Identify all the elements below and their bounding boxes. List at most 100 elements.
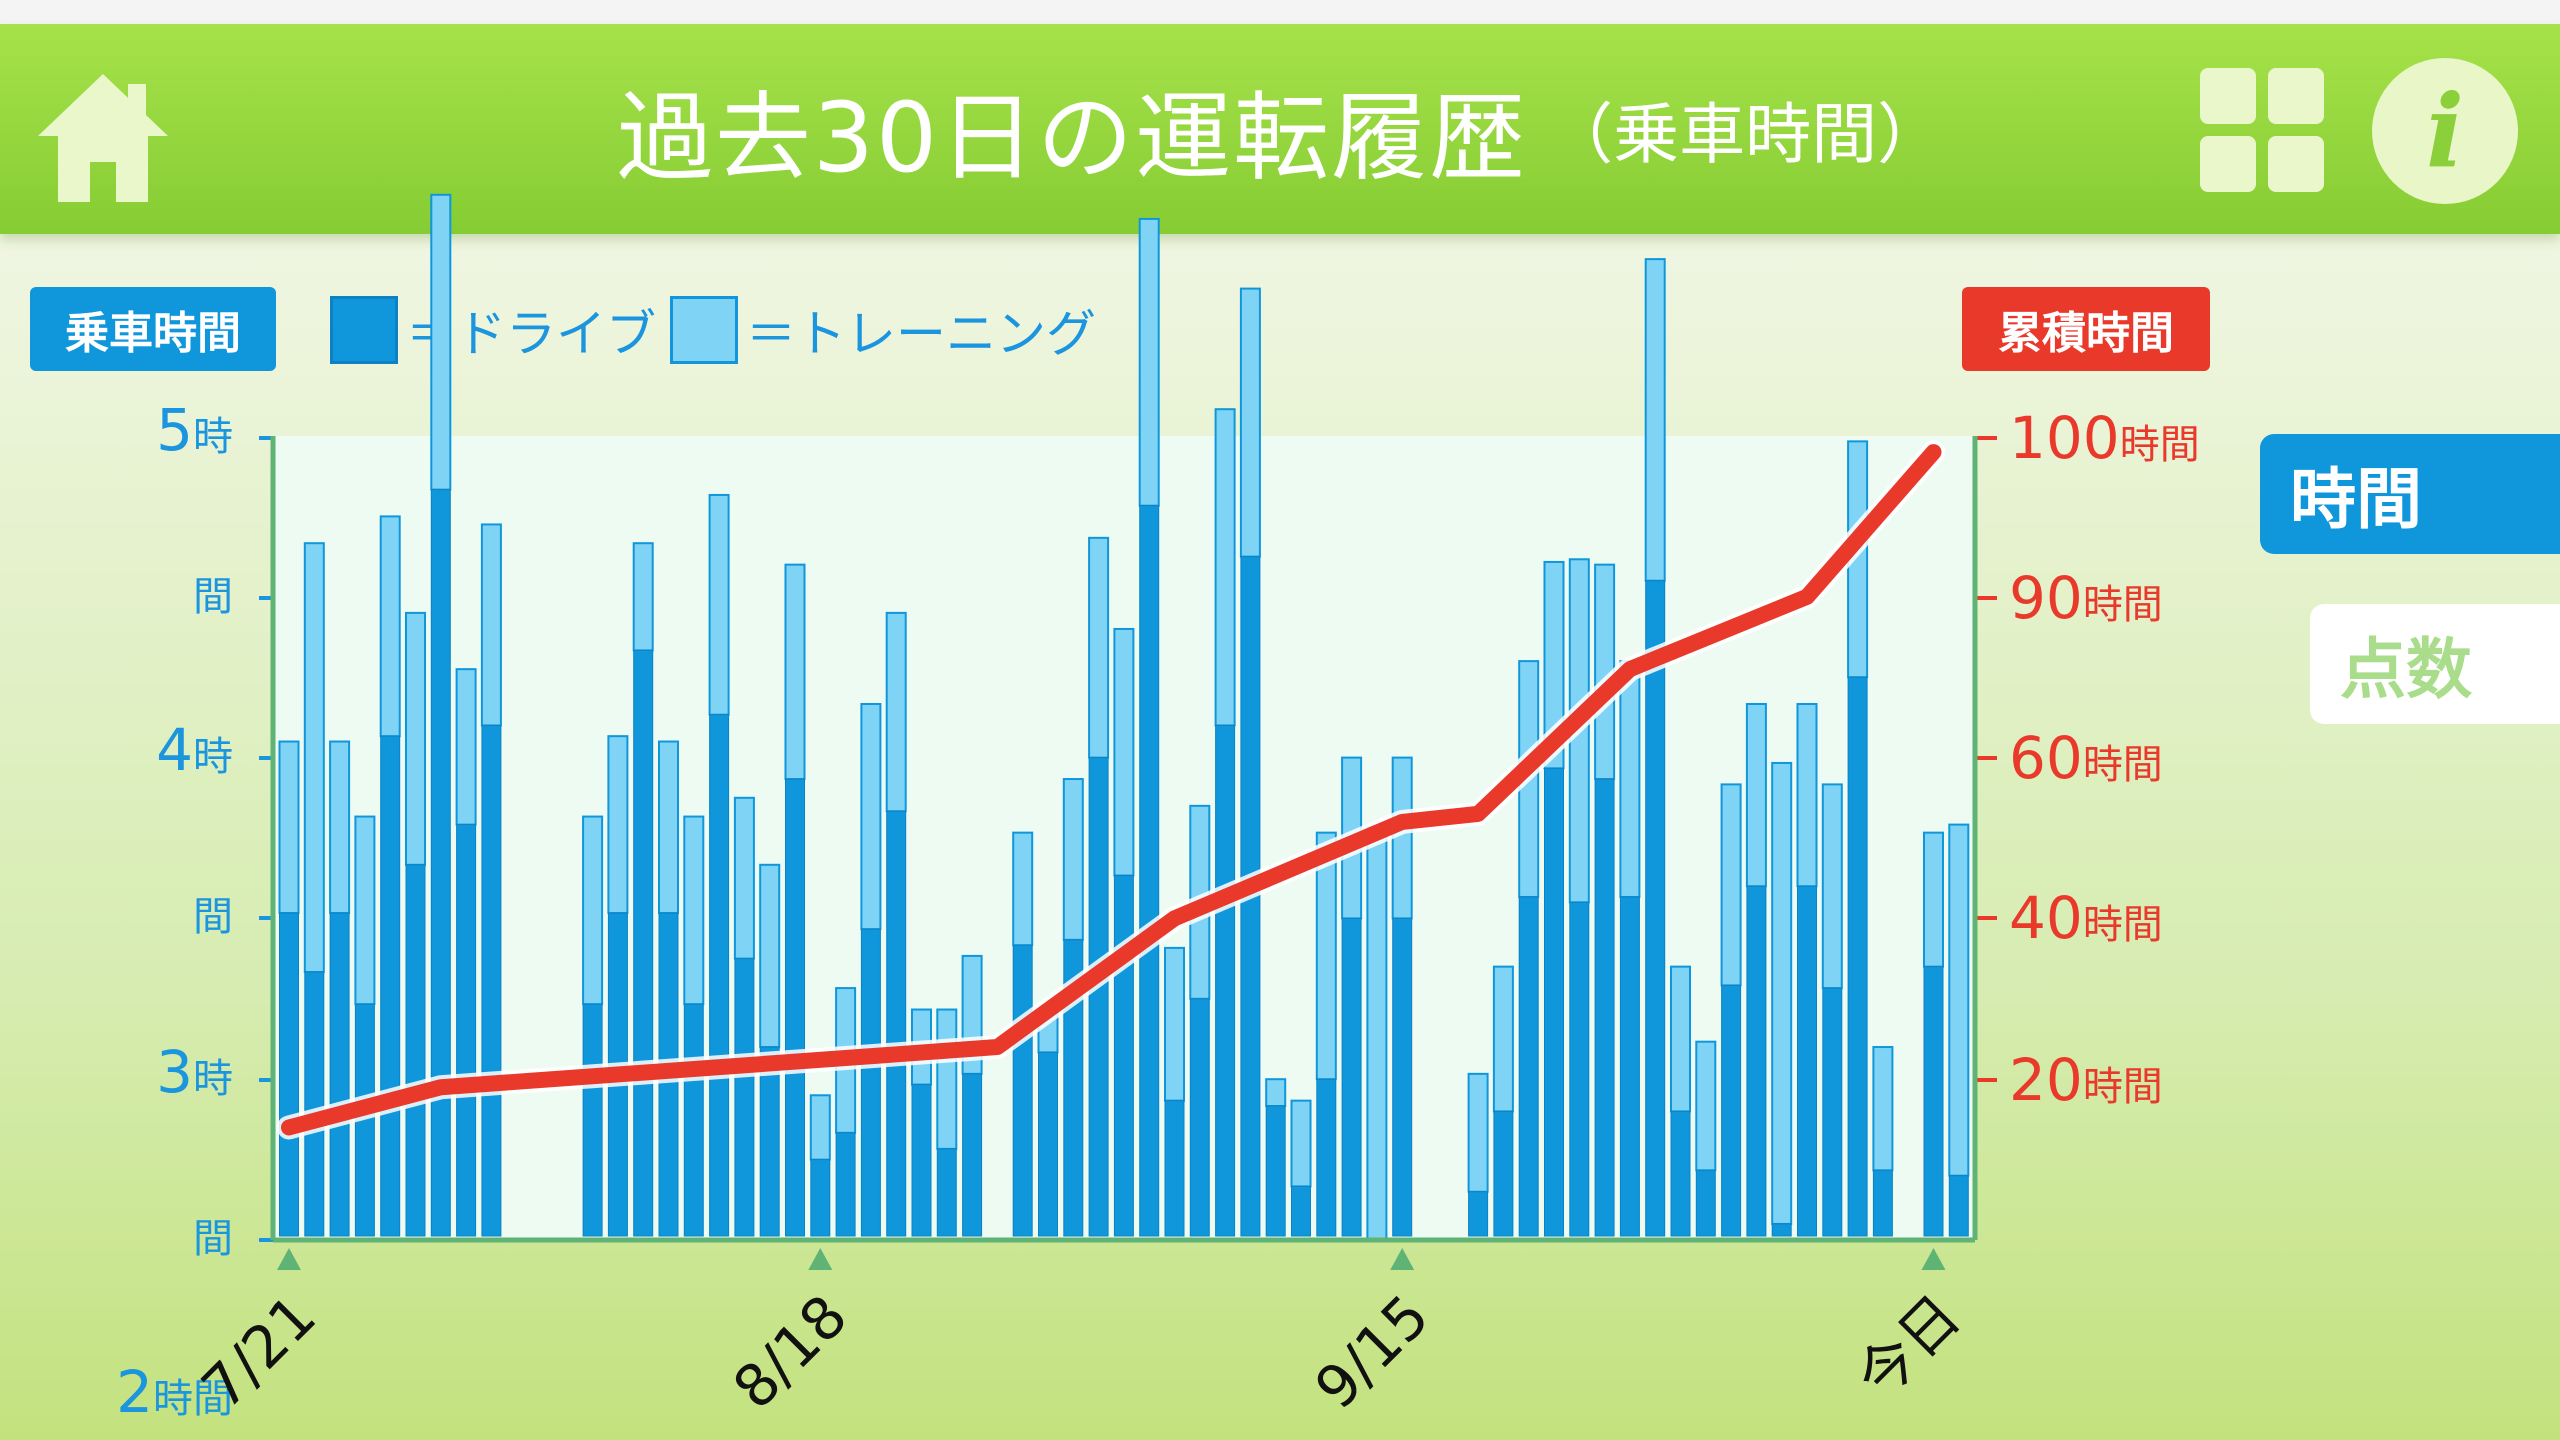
bar-drive — [329, 912, 350, 1237]
bar-drive — [683, 1003, 704, 1237]
bar-training — [1796, 703, 1818, 888]
bar-drive — [1923, 966, 1944, 1237]
bar-drive — [1948, 1175, 1969, 1237]
bar-drive — [1771, 1223, 1792, 1237]
legend-training-label: ＝トレーニング — [746, 305, 1096, 363]
bar-drive — [785, 778, 805, 1237]
bar-training — [329, 740, 351, 915]
bar-drive — [1822, 987, 1843, 1237]
bar-training — [1366, 826, 1388, 1242]
x-tick-marker — [277, 1248, 301, 1270]
bar-training — [405, 611, 426, 866]
bar-training — [1214, 408, 1236, 727]
y-right-tick-label: 20時間 — [2009, 1046, 2163, 1114]
bar-drive — [1392, 917, 1413, 1237]
bar-training — [1391, 756, 1413, 920]
bar-training — [1290, 1099, 1312, 1188]
title-main: 過去30日の運転履歴 — [616, 81, 1528, 194]
bar-training — [1670, 965, 1691, 1113]
bar-training — [582, 815, 604, 1006]
bar-drive — [860, 928, 881, 1237]
bar-drive — [1164, 1100, 1185, 1237]
x-tick-marker — [808, 1248, 833, 1270]
bar-drive — [1619, 896, 1640, 1237]
home-icon — [38, 74, 168, 202]
bar-drive — [1316, 1078, 1337, 1237]
bar-drive — [405, 864, 426, 1237]
bar-drive — [380, 735, 401, 1237]
bar-drive — [1493, 1110, 1514, 1237]
y-left-tick-label: 3時 — [156, 1038, 233, 1106]
bar-drive — [734, 958, 755, 1237]
menu-grid-button[interactable] — [2200, 68, 2324, 192]
bar-training — [733, 796, 755, 960]
bar-drive — [1063, 939, 1084, 1237]
bar-drive — [1847, 676, 1868, 1237]
cumulative-line — [281, 444, 1942, 1136]
bar-training — [1164, 946, 1185, 1102]
bar-drive — [709, 714, 730, 1237]
bar-training — [809, 1094, 831, 1161]
bar-drive — [1012, 944, 1033, 1237]
bar-drive — [1189, 998, 1210, 1237]
x-tick-label: 8/18 — [720, 1282, 860, 1422]
bar-drive — [1215, 724, 1236, 1237]
bar-drive — [1265, 1105, 1286, 1237]
bar-drive — [279, 912, 299, 1237]
bar-drive — [1038, 1051, 1058, 1237]
bar-training — [455, 668, 477, 826]
bar-drive — [582, 1003, 603, 1237]
tab-score[interactable]: 点数 — [2310, 604, 2560, 724]
bar-training — [1821, 783, 1843, 990]
bar-drive — [1088, 757, 1109, 1237]
bar-drive — [962, 1073, 983, 1237]
header-bar: 過去30日の運転履歴 （乗車時間） i — [0, 24, 2560, 234]
bar-training — [683, 815, 705, 1006]
y-right-tick-label: 100時間 — [2009, 404, 2200, 472]
left-axis-badge: 乗車時間 — [30, 287, 276, 371]
legend-drive-swatch — [330, 296, 398, 364]
bar-training — [1088, 536, 1110, 759]
bar-training — [1948, 823, 1970, 1177]
y-left-tick-label: 間 — [193, 574, 233, 620]
bar-training — [1720, 783, 1742, 987]
bar-drive — [1797, 885, 1817, 1237]
bar-training — [1467, 1072, 1489, 1193]
x-tick-marker — [1390, 1248, 1415, 1270]
tab-time[interactable]: 時間 — [2260, 434, 2560, 554]
y-left-tick-label: 4時 — [156, 716, 233, 784]
bar-drive — [1695, 1169, 1716, 1237]
bar-training — [1113, 627, 1135, 877]
y-left-tick-label: 間 — [193, 894, 233, 940]
bar-drive — [1645, 580, 1666, 1237]
home-button[interactable] — [28, 64, 178, 214]
legend-training-swatch — [670, 296, 738, 364]
right-axis-badge: 累積時間 — [1962, 287, 2210, 371]
info-icon: i — [2426, 72, 2464, 190]
bar-drive — [1341, 917, 1362, 1237]
bar-training — [1923, 831, 1944, 968]
page-title: 過去30日の運転履歴 （乗車時間） — [0, 24, 2560, 234]
y-left-tick-label: 間 — [193, 1216, 233, 1262]
info-button[interactable]: i — [2372, 58, 2518, 204]
y-left-tick-label: 5時 — [156, 396, 233, 464]
bar-drive — [1291, 1185, 1311, 1237]
bar-training — [1492, 965, 1514, 1113]
bar-drive — [1113, 875, 1134, 1237]
bar-drive — [430, 489, 451, 1237]
bar-drive — [1721, 984, 1742, 1237]
bar-training — [708, 493, 730, 716]
bar-drive — [481, 724, 502, 1237]
bar-training — [1062, 778, 1084, 941]
bar-drive — [1139, 505, 1160, 1237]
bar-drive — [304, 971, 325, 1237]
bar-drive — [1468, 1191, 1489, 1237]
x-tick-marker — [1921, 1248, 1946, 1270]
bar-drive — [1670, 1110, 1691, 1237]
bar-drive — [1872, 1169, 1893, 1237]
bar-training — [278, 740, 300, 915]
bar-drive — [456, 824, 477, 1237]
bar-training — [354, 815, 376, 1006]
bar-training — [632, 542, 654, 652]
